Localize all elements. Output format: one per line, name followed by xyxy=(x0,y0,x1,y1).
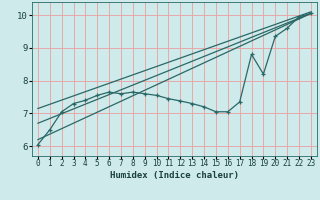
X-axis label: Humidex (Indice chaleur): Humidex (Indice chaleur) xyxy=(110,171,239,180)
